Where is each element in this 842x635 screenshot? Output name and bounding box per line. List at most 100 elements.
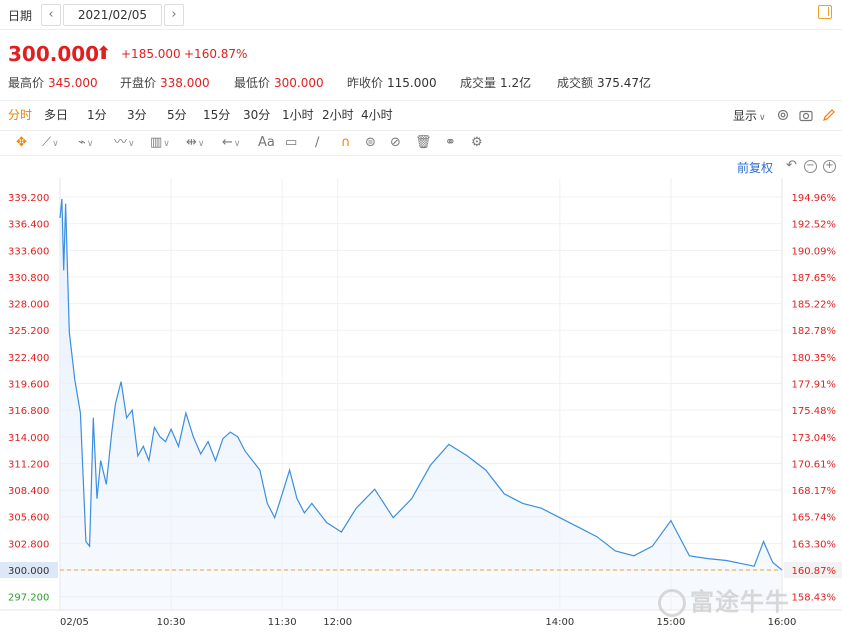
percent-tick-label: 194.96% [792, 193, 837, 204]
percent-tick-label: 180.35% [792, 353, 837, 364]
date-picker[interactable]: 2021/02/05 [63, 4, 162, 26]
price-tick-label: 336.400 [8, 220, 49, 231]
watermark: 富途牛牛 [658, 582, 790, 617]
percent-tick-label: 185.22% [792, 300, 837, 311]
zoom-out-icon[interactable]: − [804, 160, 817, 173]
percent-tick-label: 177.91% [792, 380, 837, 391]
settings-icon[interactable] [776, 108, 790, 122]
time-axis: 02/05 10:30 11:30 12:00 14:00 15:00 16:00 [60, 617, 796, 628]
tab-1min[interactable]: 1分 [87, 108, 107, 122]
wave-icon[interactable]: 〰∨ [114, 135, 135, 150]
tab-multiday[interactable]: 多日 [44, 108, 69, 122]
price-tick-label: 308.400 [8, 486, 49, 497]
tab-intraday[interactable]: 分时 [8, 108, 33, 122]
price-adjust-button[interactable]: 前复权 [737, 161, 774, 175]
tab-1hour[interactable]: 1小时 [282, 108, 314, 122]
camera-icon[interactable] [799, 108, 813, 122]
price-tick-label: 300.000 [8, 566, 49, 577]
link-icon[interactable]: ⚭ [445, 135, 456, 150]
stat-low: 最低价 300.000 [234, 76, 324, 90]
divider [0, 100, 842, 101]
percent-axis: 194.96% 192.52% 190.09% 187.65% 185.22% 182.7… [784, 193, 842, 604]
undo-icon[interactable]: ↶ [786, 158, 797, 173]
time-label: 16:00 [768, 617, 797, 628]
price-tick-label: 322.400 [8, 353, 49, 364]
percent-tick-label: 163.30% [792, 539, 837, 550]
tab-4hour[interactable]: 4小时 [361, 108, 393, 122]
tab-5min[interactable]: 5分 [167, 108, 187, 122]
chevron-down-icon: ∨ [759, 113, 766, 123]
pen-icon[interactable]: ⌁∨ [78, 135, 94, 150]
percent-tick-label: 192.52% [792, 220, 837, 231]
tab-30min[interactable]: 30分 [243, 108, 271, 122]
intraday-chart[interactable]: 339.200 336.400 333.600 330.800 328.000 325.2… [0, 178, 842, 635]
time-label: 11:30 [268, 617, 297, 628]
price-tick-label: 314.000 [8, 433, 49, 444]
percent-tick-label: 165.74% [792, 513, 837, 524]
display-label: 显示 [733, 109, 758, 123]
price-area-fill [60, 198, 782, 610]
price-tick-label: 328.000 [8, 300, 49, 311]
time-label: 02/05 [60, 617, 89, 628]
price-tick-label: 325.200 [8, 326, 49, 337]
price-tick-label: 316.800 [8, 406, 49, 417]
time-label: 14:00 [545, 617, 574, 628]
panel-toggle-icon[interactable] [818, 5, 832, 19]
stat-turnover: 成交额 375.47亿 [557, 76, 652, 90]
top-bar: 日期 ‹ 2021/02/05 › [0, 0, 842, 30]
divider [0, 155, 842, 156]
tab-15min[interactable]: 15分 [203, 108, 231, 122]
percent-tick-label: 187.65% [792, 273, 837, 284]
stat-high: 最高价 345.000 [8, 76, 98, 90]
comment-icon[interactable]: ▭ [285, 135, 298, 150]
price-change-percent: +160.87% [184, 47, 248, 61]
percent-tick-label: 173.04% [792, 433, 837, 444]
prev-date-button[interactable]: ‹ [41, 4, 61, 26]
price-tick-label: 311.200 [8, 459, 49, 470]
lock-icon[interactable]: ⊜ [365, 135, 376, 150]
price-line [59, 198, 783, 571]
tab-2hour[interactable]: 2小时 [322, 108, 354, 122]
up-arrow-icon: ⬆ [96, 43, 112, 64]
pencil-icon[interactable] [822, 108, 836, 122]
draw-icon[interactable]: ∕ [315, 135, 320, 150]
stat-open: 开盘价 338.000 [120, 76, 210, 90]
chart-tool-icon[interactable]: ▥∨ [150, 135, 170, 150]
range-icon[interactable]: ⇹∨ [186, 135, 205, 150]
display-dropdown[interactable]: 显示 ∨ [733, 107, 766, 124]
magnet-icon[interactable]: ∩ [341, 135, 351, 150]
price-tick-label: 330.800 [8, 273, 49, 284]
time-label: 10:30 [157, 617, 186, 628]
stat-volume: 成交量 1.2亿 [460, 76, 532, 90]
text-icon[interactable]: Aa [258, 135, 275, 150]
current-price-tag [0, 562, 58, 579]
percent-tick-label: 158.43% [792, 593, 837, 604]
settings-icon[interactable]: ⚙ [471, 135, 483, 150]
drawing-toolbar: ✥ ⟋∨ ⌁∨ 〰∨ ▥∨ ⇹∨ ←∨ Aa ▭ ∕ ∩ ⊜ ⊘ 🗑 ⚭ ⚙ [0, 134, 842, 154]
price-tick-label: 319.600 [8, 380, 49, 391]
price-tick-label: 333.600 [8, 246, 49, 257]
move-icon[interactable]: ✥ [16, 135, 27, 150]
price-change: +185.000 [121, 47, 181, 61]
price-tick-label: 339.200 [8, 193, 49, 204]
percent-tick-label: 190.09% [792, 246, 837, 257]
hide-icon[interactable]: ⊘ [390, 135, 401, 150]
percent-tick-label: 175.48% [792, 406, 837, 417]
stat-prev-close: 昨收价 115.000 [347, 76, 437, 90]
trash-icon[interactable]: 🗑 [415, 135, 432, 150]
price-tick-label: 305.600 [8, 513, 49, 524]
percent-tick-label: 168.17% [792, 486, 837, 497]
price-area [59, 198, 783, 610]
arrow-left-icon[interactable]: ←∨ [222, 135, 241, 150]
percent-tick-label: 182.78% [792, 326, 837, 337]
tab-3min[interactable]: 3分 [127, 108, 147, 122]
line-icon[interactable]: ⟋∨ [42, 135, 59, 150]
next-date-button[interactable]: › [164, 4, 184, 26]
time-label: 12:00 [323, 617, 352, 628]
price-axis: 339.200 336.400 333.600 330.800 328.000 325.2… [0, 193, 58, 604]
brand-logo-icon [658, 589, 686, 617]
zoom-in-icon[interactable]: + [823, 160, 836, 173]
percent-tick-label: 170.61% [792, 459, 837, 470]
time-label: 15:00 [657, 617, 686, 628]
price-tick-label: 297.200 [8, 593, 49, 604]
